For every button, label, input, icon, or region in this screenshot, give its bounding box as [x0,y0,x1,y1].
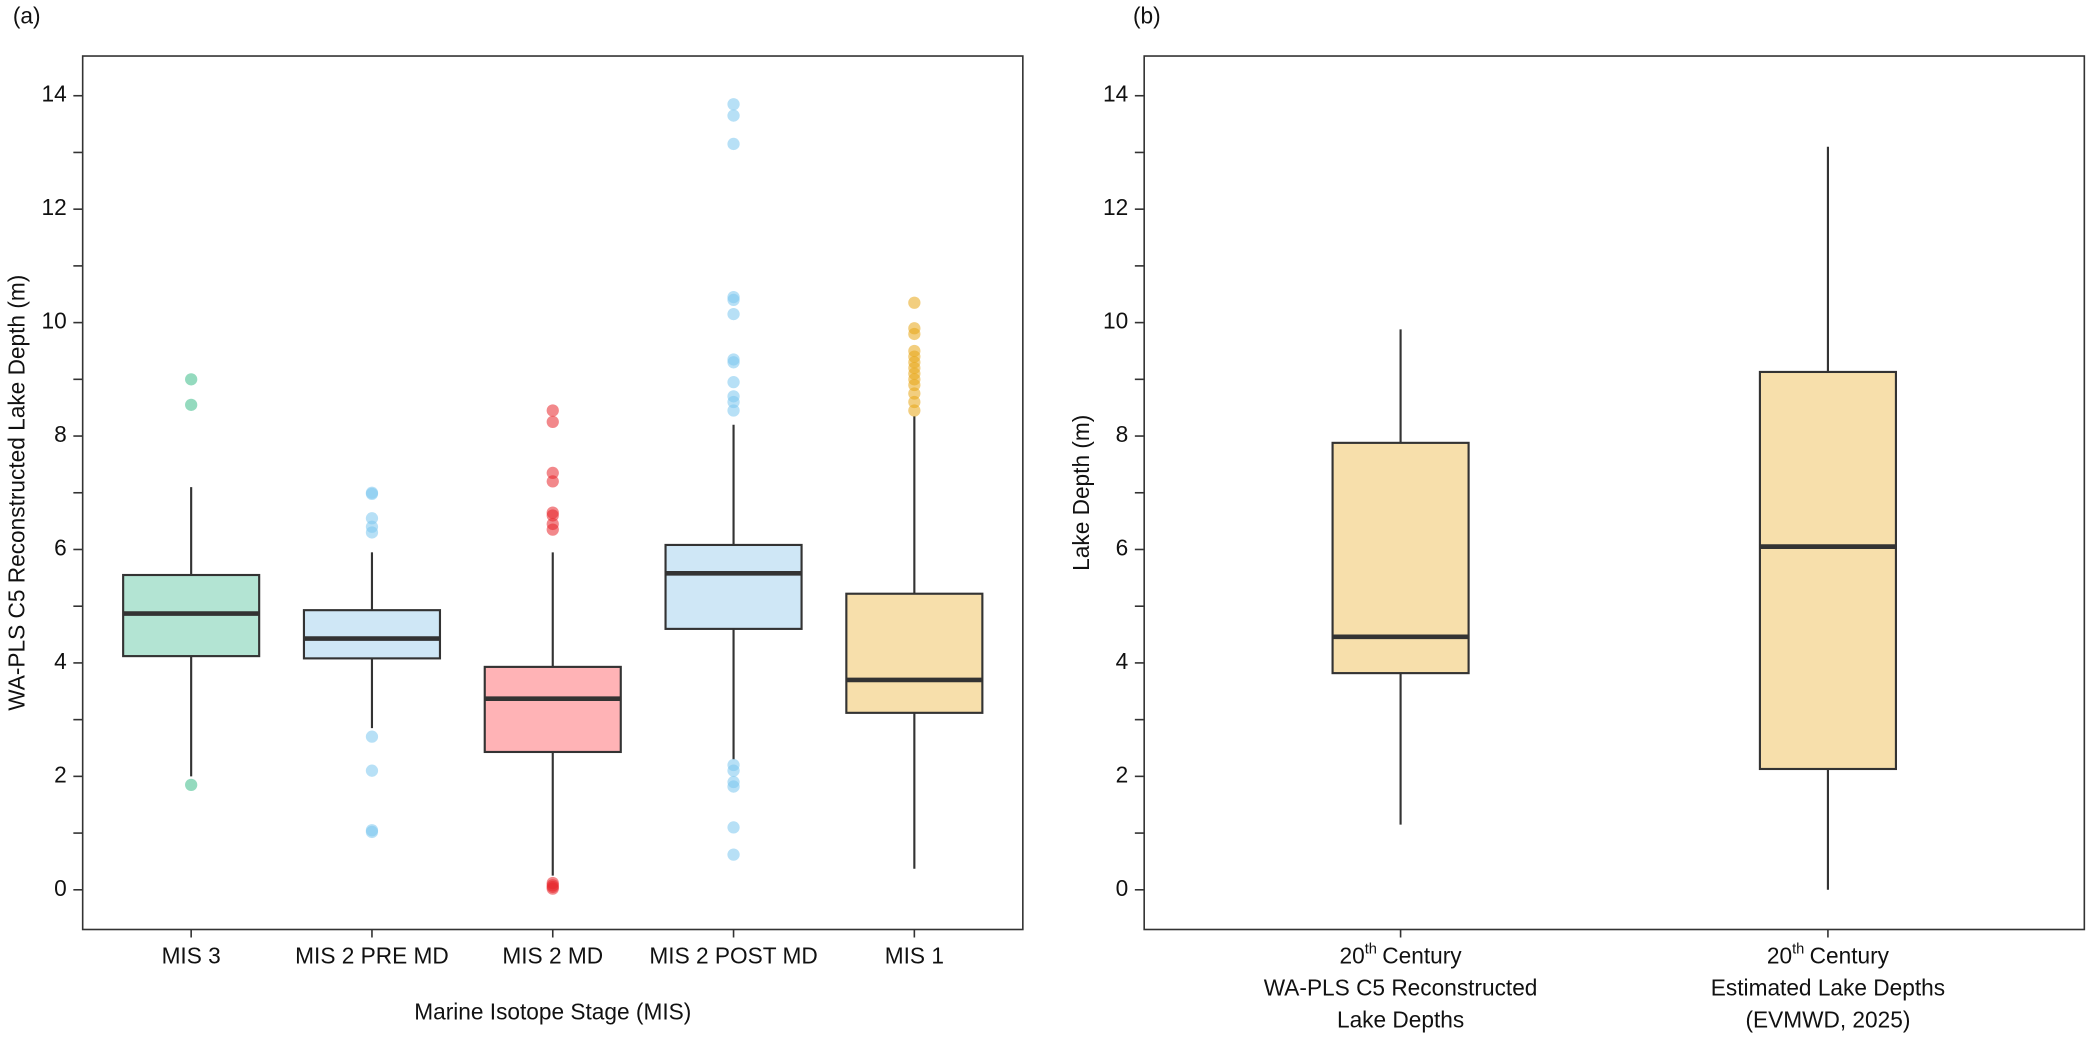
x-tick-label: WA-PLS C5 Reconstructed [1264,974,1538,1000]
x-tick-label: MIS 1 [885,942,944,968]
plot-frame [1143,55,2086,931]
label-number: 20 [1767,942,1792,968]
outlier [365,730,379,743]
y-tick-label: 8 [54,421,67,447]
y-tick-label: 10 [1103,308,1128,334]
outlier [727,780,740,793]
outlier [546,517,559,531]
label-number: 20 [1340,942,1365,968]
y-tick-label: 6 [1116,534,1129,560]
label-text: Century [1810,942,1890,968]
y-tick-label: 14 [41,81,66,107]
outlier [727,821,740,834]
x-tick-label: 20th Century [1767,941,1890,968]
x-tick-label: MIS 2 POST MD [649,942,817,968]
y-tick-label: 0 [54,875,67,901]
x-tick-label: Estimated Lake Depths [1711,974,1945,1000]
outlier [365,825,379,839]
outlier [727,307,740,321]
outlier [727,764,740,777]
label-text: Century [1382,942,1462,968]
x-axis-label: Marine Isotope Stage (MIS) [414,998,691,1024]
y-tick-label: 12 [41,194,66,220]
outlier [185,778,198,791]
outlier [546,415,559,428]
panel-label: (b) [1133,2,1161,28]
y-tick-label: 8 [1116,421,1129,447]
outlier [365,520,379,533]
label-superscript: th [1792,941,1804,957]
outlier [908,387,921,400]
outlier [727,109,740,122]
x-tick-label: (EVMWD, 2025) [1745,1006,1910,1032]
x-tick-label: MIS 2 PRE MD [295,942,449,968]
y-tick-label: 2 [1116,761,1129,787]
outlier [546,876,559,890]
y-tick-label: 0 [1116,875,1129,901]
y-tick-label: 10 [41,308,66,334]
y-axis-label: Lake Depth (m) [1068,415,1094,571]
outlier [908,404,921,417]
outlier [365,764,379,777]
outlier [727,290,740,304]
outlier [727,353,740,366]
outlier [365,486,379,499]
label-superscript: th [1365,941,1377,957]
x-tick-label: MIS 3 [162,942,221,968]
box [845,592,984,714]
outlier [546,404,559,417]
outlier [727,137,740,151]
y-tick-label: 12 [1103,194,1128,220]
outlier [727,404,740,417]
outlier [185,373,198,386]
outlier [908,395,921,409]
panel-label: (a) [13,2,41,28]
y-tick-label: 2 [54,761,67,787]
outlier [727,98,740,111]
y-axis-label: WA-PLS C5 Reconstructed Lake Depth (m) [4,275,30,711]
y-tick-label: 6 [54,534,67,560]
outlier [185,398,198,411]
x-tick-label: 20th Century [1340,941,1463,968]
y-tick-label: 4 [1116,648,1129,674]
outlier [546,506,559,519]
box [1758,370,1898,771]
outlier [908,344,921,358]
x-tick-label: MIS 2 MD [502,942,603,968]
y-tick-label: 4 [54,648,67,674]
outlier [727,390,740,403]
outlier [727,376,740,389]
outlier [908,296,921,309]
box [302,609,442,660]
box [483,665,622,754]
y-tick-label: 14 [1103,81,1128,107]
outlier [546,475,559,488]
outlier [908,322,921,335]
box [664,543,803,630]
outlier [365,512,379,525]
outlier [727,848,740,861]
x-tick-label: Lake Depths [1337,1006,1464,1032]
outlier [546,466,559,480]
